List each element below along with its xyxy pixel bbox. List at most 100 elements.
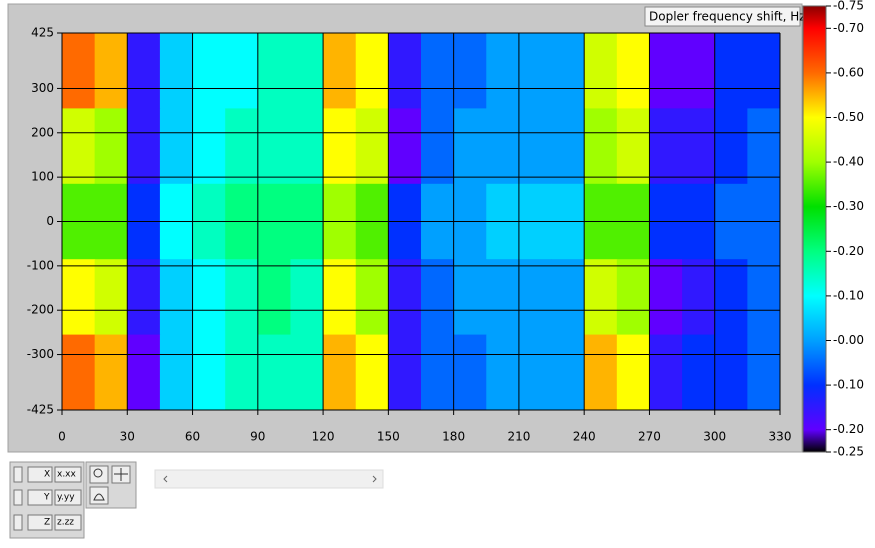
heat-cell — [159, 108, 194, 185]
heat-cell — [616, 33, 650, 109]
heat-cell — [290, 108, 324, 185]
x-tick-label: 60 — [185, 430, 200, 444]
z-tick-label: -0.70 — [833, 21, 864, 35]
z-label: Dopler frequency shift, Hz — [649, 10, 806, 24]
heat-cell — [388, 259, 422, 336]
heat-cell — [257, 108, 291, 185]
x-format: x.xx — [57, 470, 77, 480]
z-tick-label: -0.30 — [833, 199, 864, 213]
y-letter: Y — [43, 493, 50, 503]
heat-cell — [649, 108, 683, 185]
heat-cell — [94, 334, 128, 411]
z-tick-label: -0.50 — [833, 110, 864, 124]
heat-cell — [388, 108, 422, 185]
heat-cell — [649, 33, 683, 109]
pan-tool[interactable] — [89, 486, 109, 505]
heat-cell — [323, 259, 357, 336]
z-tick-label: -0.00 — [833, 333, 864, 347]
heat-cell — [486, 259, 520, 336]
heat-cell — [747, 33, 781, 109]
heat-cell — [192, 259, 226, 336]
x-tick-label: 0 — [58, 430, 66, 444]
heat-cell — [127, 108, 161, 185]
zoom-tool[interactable] — [89, 465, 109, 484]
plot-area — [61, 32, 781, 411]
x-letter: X — [44, 470, 50, 480]
heat-cell — [714, 334, 748, 411]
x-tick-label: 180 — [442, 430, 465, 444]
x-tick-label: 240 — [573, 430, 596, 444]
heat-cell — [127, 259, 161, 336]
heat-cell — [551, 108, 585, 185]
format-z[interactable] — [54, 514, 82, 531]
colorbar — [802, 5, 827, 453]
y-tick-label: -200 — [27, 303, 54, 317]
heat-cell — [355, 33, 389, 109]
autoscale-y[interactable] — [27, 489, 53, 506]
heat-cell — [127, 33, 161, 109]
heat-cell — [421, 108, 455, 185]
y-format: y.yy — [57, 493, 75, 503]
heat-cell — [94, 33, 128, 109]
heat-cell — [649, 334, 683, 411]
heat-cell — [518, 108, 553, 185]
autoscale-z[interactable] — [27, 514, 53, 531]
heat-cell — [649, 259, 683, 336]
y-tick-label: -100 — [27, 258, 54, 272]
heat-cell — [159, 334, 194, 411]
heat-cell — [388, 33, 422, 109]
y-tick-label: 200 — [31, 125, 54, 139]
heat-cell — [62, 334, 96, 411]
heat-cell — [584, 259, 618, 336]
heat-cell — [62, 33, 96, 109]
heat-cell — [323, 334, 357, 411]
lock-y[interactable] — [13, 489, 23, 506]
heat-cell — [355, 259, 389, 336]
heat-cell — [682, 259, 716, 336]
heat-cell — [453, 33, 487, 109]
heat-cell — [486, 334, 520, 411]
z-tick-label: -0.60 — [833, 65, 864, 79]
heat-cell — [290, 33, 324, 109]
y-tick-label: 0 — [46, 214, 54, 228]
heat-cell — [159, 259, 194, 336]
z-tick-label: -0.10 — [833, 378, 864, 392]
heat-cell — [225, 108, 259, 185]
heat-cell — [62, 259, 96, 336]
heat-cell — [682, 334, 716, 411]
toolbar: X Y Z x.xx y.yy z.zz — [9, 461, 384, 539]
heat-cell — [323, 108, 357, 185]
heat-cell — [486, 33, 520, 109]
heat-cell — [453, 259, 487, 336]
y-tick-label: 425 — [31, 26, 54, 40]
scrollbar[interactable] — [154, 469, 384, 489]
heat-cell — [421, 33, 455, 109]
x-tick-label: 210 — [507, 430, 530, 444]
scroll-arrows — [163, 475, 377, 483]
y-tick-label: -300 — [27, 347, 54, 361]
heat-cell — [714, 108, 748, 185]
lock-x[interactable] — [13, 466, 23, 483]
heat-cell — [518, 33, 553, 109]
heat-cell — [257, 33, 291, 109]
z-tick-label: -0.20 — [833, 422, 864, 436]
heat-cell — [584, 33, 618, 109]
cursor-icon — [114, 468, 128, 481]
z-tick-label: -0.25 — [833, 445, 864, 459]
heat-cell — [225, 259, 259, 336]
heat-cell — [192, 334, 226, 411]
z-format: z.zz — [57, 518, 74, 528]
autoscale-x[interactable] — [27, 466, 53, 483]
heat-cell — [355, 108, 389, 185]
heat-cell — [421, 259, 455, 336]
heat-cell — [323, 33, 357, 109]
heat-cell — [616, 259, 650, 336]
x-tick-label: 300 — [703, 430, 726, 444]
format-y[interactable] — [54, 489, 82, 506]
heat-cell — [714, 259, 748, 336]
heat-cell — [453, 334, 487, 411]
lock-z[interactable] — [13, 514, 23, 531]
heat-cell — [616, 108, 650, 185]
format-x[interactable] — [54, 466, 82, 483]
